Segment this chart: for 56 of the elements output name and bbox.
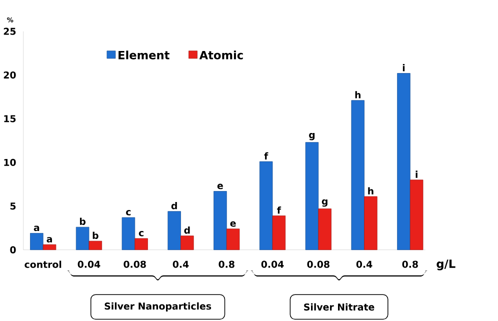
bar bbox=[42, 244, 56, 250]
data-label: a bbox=[46, 237, 52, 243]
bar bbox=[351, 100, 364, 250]
data-label: b bbox=[80, 218, 86, 226]
x-tick-label: control bbox=[24, 260, 62, 268]
text: Silver Nitrate bbox=[304, 303, 374, 311]
data-label: d bbox=[184, 226, 190, 234]
data-label: d bbox=[171, 202, 177, 210]
data-label: g bbox=[309, 133, 315, 140]
x-tick-label: 0.8 bbox=[402, 260, 418, 268]
x-tick-label: 0.8 bbox=[218, 260, 234, 268]
x-tick-label: 0.04 bbox=[78, 260, 100, 268]
y-tick-label: 20 bbox=[4, 72, 16, 79]
legend-label: Atomic bbox=[199, 50, 243, 60]
data-label: i bbox=[416, 170, 418, 178]
text: Silver Nanoparticles bbox=[104, 302, 212, 312]
y-tick-label: 5 bbox=[10, 202, 16, 210]
legend-label: Element bbox=[118, 50, 170, 60]
data-label: f bbox=[264, 152, 268, 160]
data-label: h bbox=[368, 187, 374, 195]
bar bbox=[88, 241, 102, 250]
data-label: i bbox=[402, 64, 405, 72]
bar bbox=[272, 216, 286, 250]
bar bbox=[134, 238, 148, 250]
bar bbox=[76, 227, 90, 250]
data-label: h bbox=[355, 91, 360, 99]
data-label: a bbox=[34, 226, 40, 232]
data-label: e bbox=[230, 222, 236, 227]
bar bbox=[226, 228, 240, 250]
bar bbox=[180, 236, 194, 250]
y-tick-label: 10 bbox=[4, 159, 16, 166]
y-tick-label: 15 bbox=[4, 115, 16, 122]
data-label: b bbox=[92, 232, 98, 240]
data-label: g bbox=[322, 200, 328, 207]
bar bbox=[364, 196, 378, 250]
y-tick-label: 25 bbox=[4, 28, 16, 36]
x-tick-label: 0.08 bbox=[124, 260, 146, 268]
bar bbox=[259, 162, 273, 250]
x-tick-label: 0.08 bbox=[307, 260, 330, 268]
x-tick-label: 0.4 bbox=[172, 260, 189, 268]
bar bbox=[397, 73, 410, 250]
bar bbox=[410, 180, 424, 250]
data-label: c bbox=[126, 210, 131, 216]
data-label: f bbox=[277, 206, 282, 214]
x-tick-label: 0.4 bbox=[356, 260, 372, 268]
bar bbox=[214, 191, 227, 250]
x-tick-label: 0.04 bbox=[261, 260, 284, 268]
bar bbox=[122, 217, 136, 250]
bar bbox=[168, 211, 181, 250]
data-label: e bbox=[217, 184, 223, 190]
bar bbox=[305, 142, 319, 250]
y-tick-label: 0 bbox=[10, 246, 16, 254]
x-axis-title: g/L bbox=[436, 260, 456, 270]
bar bbox=[30, 233, 44, 250]
bar bbox=[318, 208, 332, 250]
data-label: c bbox=[138, 231, 144, 237]
